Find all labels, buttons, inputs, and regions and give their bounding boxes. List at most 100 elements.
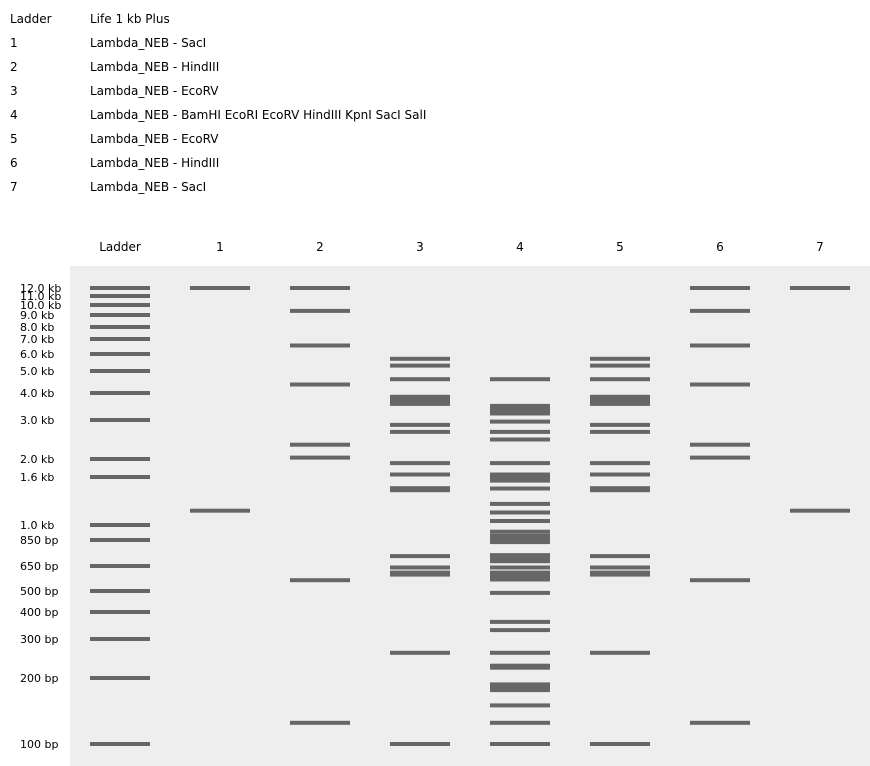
gel-band — [290, 286, 350, 290]
size-label: 10.0 kb — [20, 299, 61, 312]
gel-band — [690, 720, 750, 725]
size-label: 9.0 kb — [20, 309, 54, 322]
gel-band — [490, 377, 550, 382]
gel-band — [490, 403, 550, 410]
gel-band — [590, 570, 650, 577]
lane-header: 6 — [716, 240, 724, 254]
gel-band — [490, 472, 550, 479]
legend-lane-key: 5 — [10, 132, 18, 146]
gel-band — [590, 565, 650, 570]
gel-band — [90, 352, 150, 356]
gel-band — [590, 650, 650, 655]
gel-band — [390, 377, 450, 382]
gel-band — [90, 564, 150, 568]
gel-band — [490, 619, 550, 624]
size-label: 500 bp — [20, 585, 58, 598]
gel-band — [590, 399, 650, 406]
gel-band — [90, 391, 150, 395]
legend-lane-key: 7 — [10, 180, 18, 194]
gel-band — [490, 720, 550, 725]
gel-band — [590, 554, 650, 559]
gel-band — [390, 429, 450, 434]
gel-band — [390, 486, 450, 493]
gel-band — [390, 472, 450, 477]
size-label: 200 bp — [20, 672, 58, 685]
gel-band — [490, 575, 550, 582]
gel-band — [690, 343, 750, 348]
gel-band — [790, 286, 850, 290]
gel-band — [490, 663, 550, 670]
lane-header: 4 — [516, 240, 524, 254]
gel-band — [590, 377, 650, 382]
gel-band — [690, 308, 750, 313]
size-label: 400 bp — [20, 606, 58, 619]
gel-band — [290, 343, 350, 348]
size-label: 2.0 kb — [20, 453, 54, 466]
lane-header: 5 — [616, 240, 624, 254]
gel-band — [490, 529, 550, 534]
size-label: 11.0 kb — [20, 290, 61, 303]
gel-band — [490, 682, 550, 689]
legend-lane-description: Lambda_NEB - SacI — [90, 36, 207, 50]
gel-band — [290, 720, 350, 725]
size-label: 650 bp — [20, 560, 58, 573]
gel-band — [690, 382, 750, 387]
gel-band — [90, 294, 150, 298]
gel-band — [490, 703, 550, 708]
lane-header: Ladder — [99, 240, 141, 254]
gel-band — [590, 472, 650, 477]
gel-background — [70, 266, 870, 766]
gel-band — [390, 565, 450, 570]
gel-band — [490, 409, 550, 416]
gel-band — [490, 557, 550, 564]
lane-headers: Ladder 1 2 3 4 5 6 7 — [99, 240, 824, 254]
gel-band — [390, 570, 450, 577]
gel-band — [90, 303, 150, 307]
gel-band — [490, 510, 550, 515]
gel-band — [90, 313, 150, 317]
gel-band — [190, 286, 250, 290]
gel-band — [490, 501, 550, 506]
legend-lane-description: Lambda_NEB - SacI — [90, 180, 207, 194]
gel-band — [590, 363, 650, 368]
gel-band — [590, 486, 650, 493]
gel-band — [590, 461, 650, 466]
gel-band — [90, 523, 150, 527]
gel-band — [290, 455, 350, 460]
gel-band — [490, 437, 550, 442]
gel-band — [590, 422, 650, 427]
lane-header: 7 — [816, 240, 824, 254]
gel-band — [190, 508, 250, 513]
gel-band — [490, 486, 550, 491]
gel-band — [90, 742, 150, 746]
size-label: 100 bp — [20, 738, 58, 751]
size-label: 5.0 kb — [20, 365, 54, 378]
legend-lane-key: Ladder — [10, 12, 52, 26]
gel-band — [390, 461, 450, 466]
gel-band — [90, 457, 150, 461]
gel-band — [90, 637, 150, 641]
gel-band — [490, 419, 550, 424]
lane-header: 2 — [316, 240, 324, 254]
size-label: 6.0 kb — [20, 348, 54, 361]
size-label: 300 bp — [20, 633, 58, 646]
gel-band — [90, 676, 150, 680]
gel-band — [90, 369, 150, 373]
gel-band — [490, 553, 550, 560]
gel-band — [90, 286, 150, 290]
gel-band — [590, 394, 650, 401]
gel-band — [690, 442, 750, 447]
legend-lane-key: 1 — [10, 36, 18, 50]
gel-band — [390, 394, 450, 401]
size-label: 8.0 kb — [20, 321, 54, 334]
gel-band — [690, 455, 750, 460]
gel-band — [90, 589, 150, 593]
gel-band — [590, 356, 650, 361]
gel-band — [490, 429, 550, 434]
gel-band — [490, 533, 550, 540]
gel-band — [490, 538, 550, 545]
gel-band — [790, 508, 850, 513]
gel-band — [490, 742, 550, 746]
gel-band — [290, 578, 350, 583]
